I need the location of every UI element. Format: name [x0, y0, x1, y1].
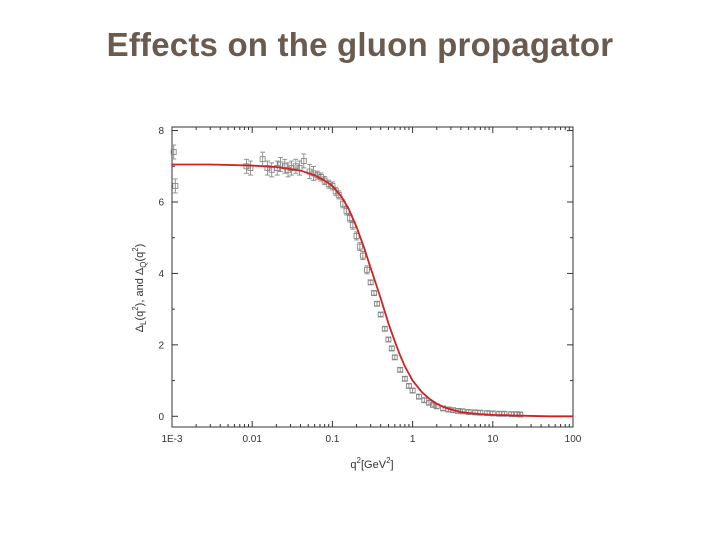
x-axis-label: q2[GeV2] [350, 456, 393, 471]
data-point [364, 265, 370, 275]
data-point [416, 393, 422, 400]
slide-title: Effects on the gluon propagator [106, 26, 614, 63]
data-point [391, 354, 398, 361]
data-point [359, 251, 366, 261]
data-point [381, 325, 388, 332]
data-point [172, 178, 179, 194]
data-point [335, 190, 342, 200]
y-tick-label: 2 [158, 340, 164, 351]
plot-frame [171, 126, 574, 428]
y-tick-label: 8 [158, 126, 164, 137]
data-point [374, 300, 380, 307]
x-tick-label: 0.01 [242, 434, 262, 445]
fit-curve [172, 163, 573, 418]
data-point [409, 387, 416, 394]
data-point [377, 311, 384, 318]
data-points [170, 144, 524, 418]
x-axis-ticks: 1E-3 0.01 0.1 1 10 100 [161, 127, 582, 445]
data-point [292, 158, 299, 174]
data-point [259, 151, 266, 167]
data-point [300, 153, 307, 169]
data-point [268, 162, 275, 178]
data-point [356, 242, 363, 252]
data-point [277, 157, 284, 172]
x-tick-label: 1 [410, 434, 416, 445]
data-point [264, 160, 271, 176]
plot-border [171, 126, 574, 428]
x-tick-label: 10 [487, 434, 499, 445]
x-tick-label: 1E-3 [161, 434, 183, 445]
y-tick-label: 6 [158, 198, 164, 209]
y-axis-label: ΔL(q2), and ΔQ(q2) [131, 244, 148, 333]
data-point [367, 279, 374, 286]
data-point [397, 366, 404, 373]
x-tick-label: 100 [565, 434, 582, 445]
y-axis-ticks: 0 2 4 6 8 [158, 126, 573, 423]
y-tick-label: 0 [158, 412, 164, 423]
x-tick-label: 0.1 [325, 434, 339, 445]
data-point [388, 345, 395, 352]
data-point [385, 336, 392, 343]
data-point [401, 375, 408, 382]
data-point [170, 144, 177, 160]
data-point [371, 290, 377, 297]
y-tick-label: 4 [158, 269, 164, 280]
